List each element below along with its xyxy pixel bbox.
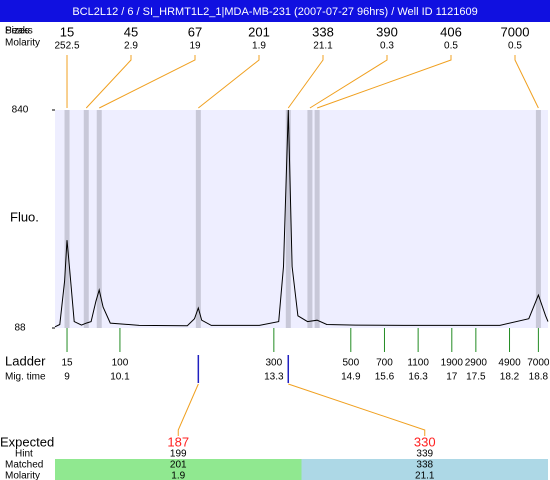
ladder-size: 300 [266, 358, 283, 369]
peak-size: 201 [248, 24, 270, 39]
ladder-label: Ladder [5, 353, 46, 368]
ladder-size: 4900 [498, 358, 521, 369]
matched-molarity: 21.1 [415, 471, 435, 480]
peak-size: 15 [60, 24, 74, 39]
trace [54, 109, 549, 328]
matched-molarity: 1.9 [171, 471, 185, 480]
expected-size: 187 [167, 434, 189, 449]
peak-size: 45 [124, 24, 138, 39]
peaks-label: Peaks [5, 26, 33, 37]
peak-connector [309, 55, 388, 109]
ladder-time: 14.9 [341, 372, 361, 383]
ladder-time: 17 [446, 372, 458, 383]
title-bar [0, 0, 550, 22]
peak-band [535, 110, 541, 328]
ladder-size: 2900 [465, 358, 488, 369]
ladder-time: 17.5 [466, 372, 486, 383]
sizes-label: Sizes [5, 26, 29, 37]
peak-connector [514, 55, 539, 109]
peak-size: 7000 [501, 24, 530, 39]
ladder-time: 15.6 [375, 372, 395, 383]
peak-molarity: 252.5 [54, 41, 79, 52]
peak-molarity: 2.9 [124, 41, 138, 52]
mig-time-label: Mig. time [5, 372, 46, 383]
peak-connector [198, 55, 260, 109]
peak-molarity: 0.5 [444, 41, 458, 52]
hint-label: Hint [15, 449, 33, 460]
peak-band [64, 110, 70, 328]
peak-size: 67 [188, 24, 202, 39]
title: BCL2L12 / 6 / SI_HRMT1L2_1|MDA-MB-231 (2… [72, 6, 477, 18]
expected-label: Expected [0, 434, 54, 449]
ladder-size: 700 [376, 358, 393, 369]
peak-connector [85, 55, 132, 109]
peak-band [83, 110, 89, 328]
peak-band [314, 110, 320, 328]
molarity-label: Molarity [5, 38, 40, 49]
ladder-size: 1900 [441, 358, 464, 369]
y-tick-label: 88 [14, 323, 26, 334]
peak-band [307, 110, 313, 328]
ladder-time: 10.1 [110, 372, 130, 383]
peak-connector [287, 55, 324, 109]
peak-band [195, 110, 201, 328]
ladder-size: 1100 [407, 358, 429, 369]
peak-molarity: 0.5 [508, 41, 522, 52]
expected-connector [177, 383, 199, 436]
ladder-size: 15 [61, 358, 73, 369]
matched-background [301, 459, 548, 480]
ladder-size: 500 [342, 358, 359, 369]
molarity-row-label: Molarity [5, 471, 40, 480]
expected-size: 330 [414, 434, 436, 449]
peak-connector [99, 55, 196, 109]
matched-label: Matched [5, 460, 43, 471]
peak-molarity: 0.3 [380, 41, 394, 52]
ladder-time: 16.3 [408, 372, 428, 383]
y-tick-label: 840 [12, 105, 29, 116]
plot-area [55, 110, 548, 328]
peak-band [96, 110, 102, 328]
peak-molarity: 1.9 [252, 41, 266, 52]
ladder-size: 7000 [527, 358, 550, 369]
hint-size: 339 [416, 449, 433, 460]
ladder-size: 100 [112, 358, 129, 369]
expected-connector [288, 383, 426, 436]
ladder-time: 18.2 [500, 372, 520, 383]
matched-size: 201 [170, 460, 187, 471]
matched-size: 338 [416, 460, 433, 471]
peak-molarity: 21.1 [313, 41, 333, 52]
peak-connector [316, 55, 452, 109]
hint-size: 199 [170, 449, 187, 460]
peak-molarity: 19 [189, 41, 201, 52]
y-axis-label: Fluo. [10, 209, 39, 224]
matched-background [55, 459, 302, 480]
peak-band [285, 110, 291, 328]
peak-size: 390 [376, 24, 398, 39]
peak-size: 338 [312, 24, 334, 39]
ladder-time: 13.3 [264, 372, 284, 383]
peak-size: 406 [440, 24, 462, 39]
ladder-time: 9 [64, 372, 70, 383]
ladder-time: 18.8 [529, 372, 549, 383]
